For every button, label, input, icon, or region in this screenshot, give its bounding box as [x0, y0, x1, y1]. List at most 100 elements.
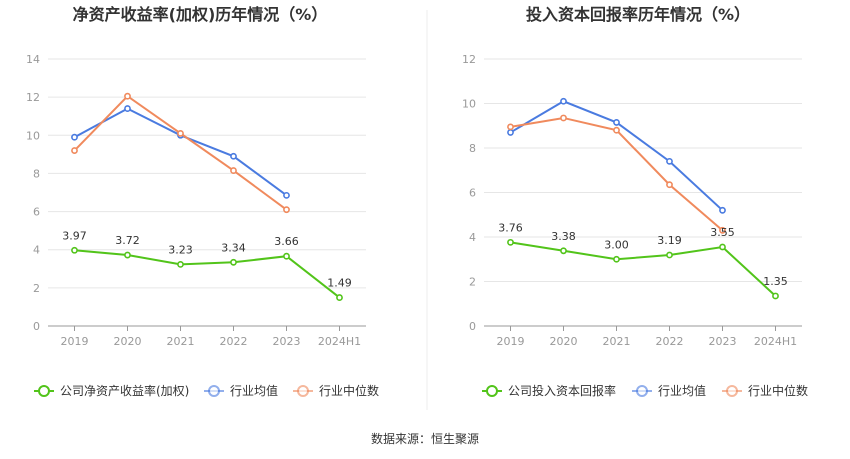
data-point: [560, 97, 567, 105]
data-label: 3.19: [657, 234, 682, 247]
legend-label: 行业均值: [658, 383, 706, 398]
y-tick-label: 8: [469, 142, 476, 155]
legend-swatch-marker: [297, 385, 309, 397]
roic-chart: 投入资本回报率历年情况（%） 0 2 4 6 8 10 12 2019 2020 2021 2022 2…: [462, 5, 808, 398]
y-tick-label: 10: [26, 129, 40, 142]
chart-title: 投入资本回报率历年情况（%）: [526, 5, 750, 24]
data-point: [719, 226, 726, 234]
data-point: [124, 251, 131, 259]
data-label: 3.66: [274, 235, 299, 248]
data-point: [719, 243, 726, 251]
legend-item: 行业中位数: [722, 383, 808, 398]
x-tick-label: 2024H1: [754, 335, 797, 348]
legend-item: 公司投入资本回报率: [482, 383, 616, 398]
series-line: [74, 249, 341, 299]
data-point: [719, 206, 726, 214]
data-point: [507, 129, 514, 136]
data-label: 1.49: [327, 277, 352, 290]
legend-swatch-marker: [726, 385, 738, 397]
data-point: [124, 92, 131, 100]
x-tick-label: 2019: [497, 335, 525, 348]
x-tick-label: 2020: [550, 335, 578, 348]
series-line: [510, 241, 777, 297]
y-tick-label: 2: [469, 276, 476, 289]
y-tick-label: 2: [33, 282, 40, 295]
y-tick-label: 4: [469, 231, 476, 244]
y-tick-label: 4: [33, 244, 40, 257]
data-point: [772, 292, 779, 300]
y-tick-label: 12: [26, 91, 40, 104]
y-tick-label: 6: [469, 187, 476, 200]
data-label: 3.34: [221, 241, 246, 254]
data-point: [124, 105, 131, 112]
legend-label: 行业均值: [230, 383, 278, 398]
data-point: [560, 114, 567, 122]
x-tick-label: 2022: [656, 335, 684, 348]
y-tick-label: 14: [26, 53, 40, 66]
data-point: [666, 157, 673, 165]
y-tick-label: 0: [33, 320, 40, 333]
legend-swatch-marker: [38, 385, 50, 397]
data-point: [507, 238, 514, 246]
x-tick-label: 2019: [61, 335, 89, 348]
y-tick-label: 6: [33, 206, 40, 219]
data-point: [283, 191, 290, 199]
y-tick-label: 8: [33, 167, 40, 180]
data-point: [71, 246, 78, 254]
chart-title: 净资产收益率(加权)历年情况（%）: [73, 5, 328, 24]
legend-item: 行业均值: [632, 383, 706, 398]
data-point: [230, 152, 237, 160]
data-point: [613, 119, 620, 126]
data-label: 3.72: [115, 234, 140, 247]
series-line: [73, 94, 288, 211]
legend-swatch-marker: [636, 385, 648, 397]
data-label: 3.00: [604, 238, 629, 251]
data-label: 3.97: [62, 229, 87, 242]
series-line: [509, 100, 724, 212]
data-point: [560, 247, 567, 255]
legend-label: 公司投入资本回报率: [508, 383, 616, 398]
x-tick-label: 2021: [167, 335, 195, 348]
legend-item: 行业中位数: [293, 383, 379, 398]
legend-label: 行业中位数: [319, 383, 379, 398]
x-tick-label: 2022: [220, 335, 248, 348]
roe-chart: 净资产收益率(加权)历年情况（%） 0 2 4 6 8 10 12 14 2019 2020 2021…: [26, 5, 379, 398]
data-point: [230, 258, 237, 266]
data-point: [666, 181, 673, 189]
data-source-note: 数据来源：恒生聚源: [371, 431, 479, 446]
x-tick-label: 2024H1: [318, 335, 361, 348]
data-point: [71, 133, 78, 141]
legend-item: 公司净资产收益率(加权): [34, 383, 189, 398]
legend-label: 行业中位数: [748, 383, 808, 398]
data-point: [177, 260, 184, 268]
legend-item: 行业均值: [204, 383, 278, 398]
data-label: 3.38: [551, 230, 576, 243]
legend-swatch-marker: [486, 385, 498, 397]
x-tick-label: 2023: [709, 335, 737, 348]
data-point: [336, 294, 343, 301]
x-tick-label: 2023: [273, 335, 301, 348]
data-label: 3.55: [710, 226, 735, 239]
data-point: [283, 252, 290, 260]
x-tick-label: 2021: [603, 335, 631, 348]
data-point: [230, 167, 237, 174]
data-point: [613, 126, 620, 134]
data-point: [71, 147, 78, 154]
data-label: 3.23: [168, 243, 193, 256]
x-tick-label: 2020: [114, 335, 142, 348]
data-point: [613, 255, 620, 263]
data-point: [666, 251, 673, 259]
legend-swatch-marker: [208, 385, 220, 397]
legend-label: 公司净资产收益率(加权): [60, 383, 189, 398]
data-label: 3.76: [498, 221, 523, 234]
y-tick-label: 10: [462, 98, 476, 111]
y-tick-label: 12: [462, 53, 476, 66]
data-point: [283, 206, 290, 214]
y-tick-label: 0: [469, 320, 476, 333]
series-line: [74, 107, 288, 197]
series-line: [510, 116, 724, 232]
data-point: [177, 129, 184, 137]
data-label: 1.35: [763, 275, 788, 288]
data-point: [507, 123, 514, 131]
